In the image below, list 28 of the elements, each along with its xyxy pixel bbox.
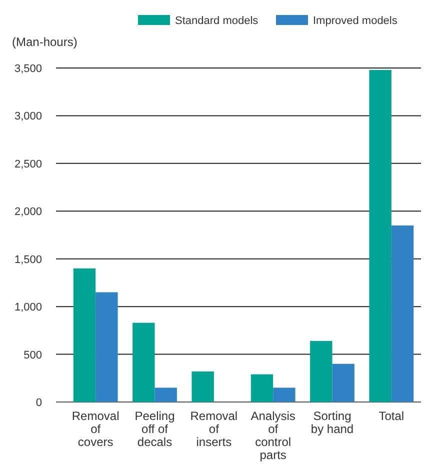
bar bbox=[332, 364, 354, 402]
y-tick-label: 3,500 bbox=[14, 63, 42, 75]
bar bbox=[273, 388, 296, 402]
x-tick-label: Removal of covers bbox=[72, 409, 120, 449]
bar bbox=[391, 225, 414, 402]
x-tick-label: Peeling off of decals bbox=[134, 409, 175, 449]
x-tick-label: Total bbox=[378, 409, 404, 423]
y-tick-label: 1,500 bbox=[14, 254, 42, 266]
bar bbox=[192, 371, 214, 402]
bar bbox=[154, 388, 177, 402]
y-tick-label: 2,000 bbox=[14, 206, 42, 218]
bar bbox=[132, 322, 155, 402]
x-tick-label: Analysis of control parts bbox=[250, 409, 296, 462]
y-tick-label: 3,000 bbox=[14, 110, 42, 123]
y-tick-label: 0 bbox=[36, 397, 42, 409]
x-tick-label: Sorting by hand bbox=[310, 409, 354, 436]
legend-label: Standard models bbox=[175, 15, 259, 27]
y-tick-label: 1,000 bbox=[14, 302, 42, 314]
y-tick-label: 500 bbox=[24, 349, 42, 362]
bar bbox=[73, 268, 96, 402]
y-tick-label: 2,500 bbox=[14, 158, 42, 170]
bar bbox=[310, 340, 332, 402]
x-tick-label: Removal of inserts bbox=[190, 409, 238, 449]
legend-label: Improved models bbox=[313, 15, 398, 27]
bar bbox=[250, 374, 274, 402]
bar bbox=[369, 70, 392, 402]
bar bbox=[96, 292, 118, 402]
y-axis-title: (Man-hours) bbox=[12, 35, 78, 49]
